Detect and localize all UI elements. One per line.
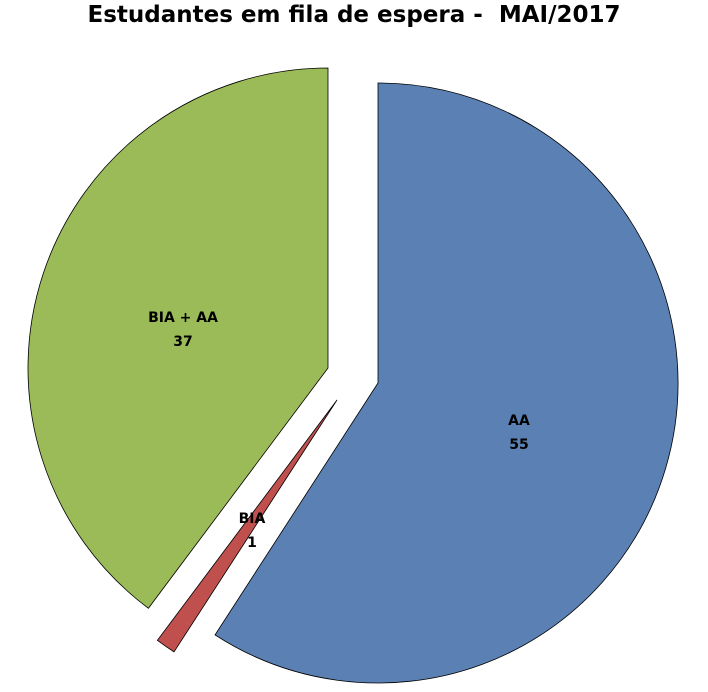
data-label-value: 55 [509,437,528,453]
pie-slice-bia [156,399,338,653]
data-label-name: BIA [239,511,266,527]
pie-slice-aa [214,82,679,684]
data-label-value: 1 [247,535,257,551]
chart-title: Estudantes em fila de espera - MAI/2017 [87,2,621,28]
data-label-name: BIA + AA [148,310,218,326]
data-label-name: AA [508,413,530,429]
data-label-value: 37 [173,334,192,350]
pie-slice-bia-aa [27,67,329,609]
